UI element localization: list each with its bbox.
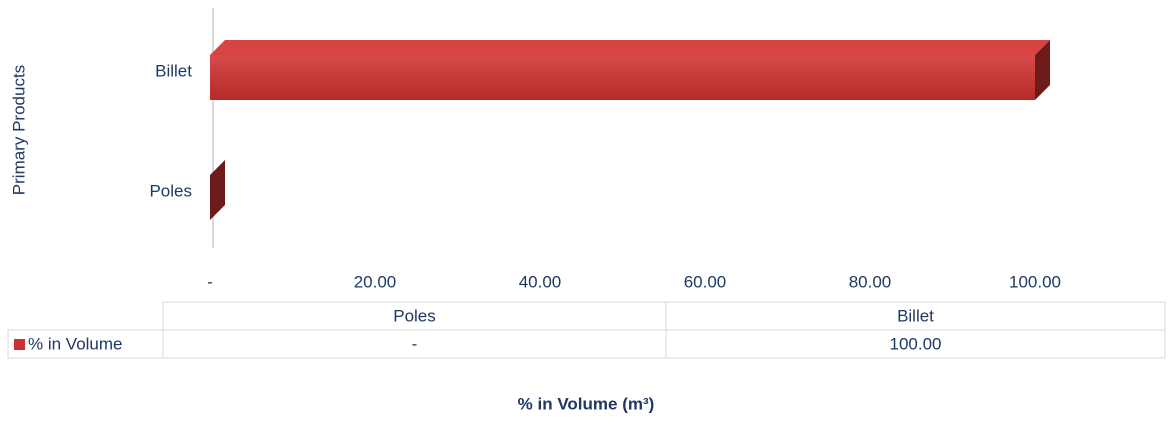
chart-title: % in Volume (m³) xyxy=(518,394,655,413)
table-value: 100.00 xyxy=(890,334,942,353)
table-header: Billet xyxy=(897,306,934,325)
table-data-row xyxy=(7,329,1166,359)
y-tick-label: Billet xyxy=(155,61,192,80)
x-tick-label: 20.00 xyxy=(354,272,397,291)
y-axis-label: Primary Products xyxy=(9,65,28,195)
y-tick-label: Poles xyxy=(149,181,192,200)
x-tick-label: 60.00 xyxy=(684,272,727,291)
bar xyxy=(210,40,1050,100)
table-header: Poles xyxy=(393,306,436,325)
bar-side xyxy=(210,160,225,220)
legend-swatch xyxy=(14,339,25,350)
table-header-row xyxy=(162,301,1166,331)
legend-label: % in Volume xyxy=(28,334,123,353)
x-tick-label: - xyxy=(207,272,213,291)
table-value: - xyxy=(412,334,418,353)
bar-top xyxy=(210,40,1050,55)
bar xyxy=(210,160,225,220)
bar-front xyxy=(210,55,1035,100)
x-tick-label: 80.00 xyxy=(849,272,892,291)
bar-side xyxy=(1035,40,1050,100)
x-tick-label: 100.00 xyxy=(1009,272,1061,291)
x-tick-label: 40.00 xyxy=(519,272,562,291)
